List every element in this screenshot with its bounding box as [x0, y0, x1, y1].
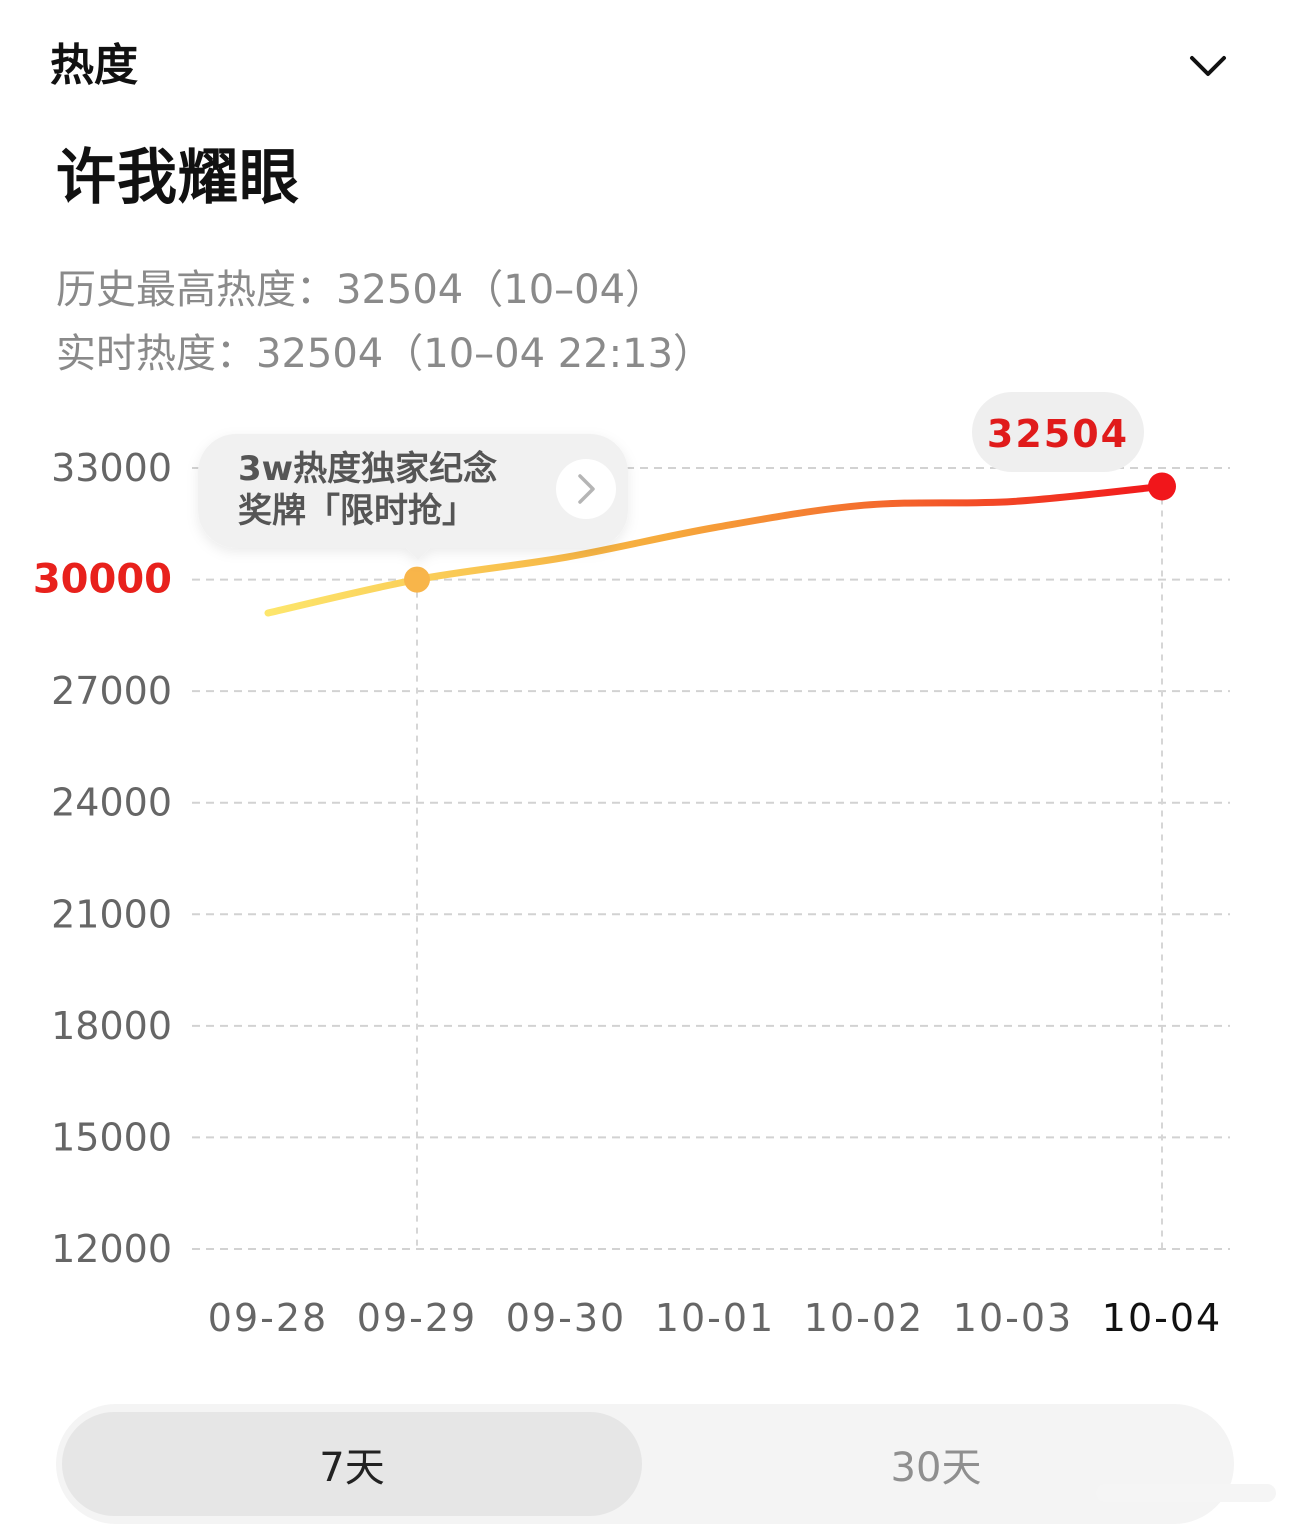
y-tick-label: 33000	[51, 446, 172, 490]
y-tick-label: 30000	[33, 557, 172, 603]
heat-line-chart: 12000 15000 18000 21000 24000 27000 30000 33000…	[33, 392, 1230, 1340]
promo-bubble[interactable]	[198, 434, 628, 560]
peak-heat-stat: 历史最高热度：32504（10–04）	[56, 262, 665, 318]
chevron-right-icon[interactable]	[556, 459, 616, 519]
highlight-point[interactable]	[404, 566, 430, 593]
promo-text-line1: 3w热度独家纪念	[238, 449, 497, 489]
y-tick-label: 18000	[51, 1004, 172, 1048]
y-tick-label: 15000	[51, 1115, 172, 1159]
x-tick-label: 09-30	[506, 1296, 626, 1340]
tab-7-days[interactable]: 7天	[62, 1412, 642, 1516]
chevron-down-icon[interactable]	[1186, 44, 1230, 88]
current-value-label: 32504	[987, 412, 1129, 456]
realtime-heat-value: 32504（10–04 22:13）	[256, 331, 714, 377]
peak-heat-label: 历史最高热度：	[56, 267, 336, 313]
y-tick-label: 27000	[51, 669, 172, 713]
realtime-heat-label: 实时热度：	[56, 331, 256, 377]
tab-30-days[interactable]: 30天	[890, 1445, 982, 1491]
x-tick-label: 09-29	[357, 1296, 477, 1340]
range-tabs: 7天 30天	[56, 1404, 1234, 1524]
y-tick-label: 12000	[51, 1227, 172, 1271]
x-tick-label: 10-03	[953, 1296, 1073, 1340]
x-tick-label: 10-04	[1102, 1296, 1222, 1340]
x-tick-label: 10-01	[655, 1296, 775, 1340]
header-title: 热度	[50, 40, 138, 91]
promo-text-line2: 奖牌「限时抢」	[238, 491, 476, 531]
realtime-heat-stat: 实时热度：32504（10–04 22:13）	[56, 326, 713, 382]
y-tick-label: 24000	[51, 781, 172, 825]
y-tick-label: 21000	[51, 892, 172, 936]
x-tick-label: 09-28	[208, 1296, 328, 1340]
header: 热度	[50, 30, 1240, 104]
current-point[interactable]	[1148, 472, 1176, 501]
peak-heat-value: 32504（10–04）	[336, 267, 666, 313]
topic-title: 许我耀眼	[56, 143, 300, 213]
x-tick-label: 10-02	[804, 1296, 924, 1340]
watermark-graphic	[1096, 1484, 1276, 1502]
current-value-bubble	[972, 392, 1144, 472]
